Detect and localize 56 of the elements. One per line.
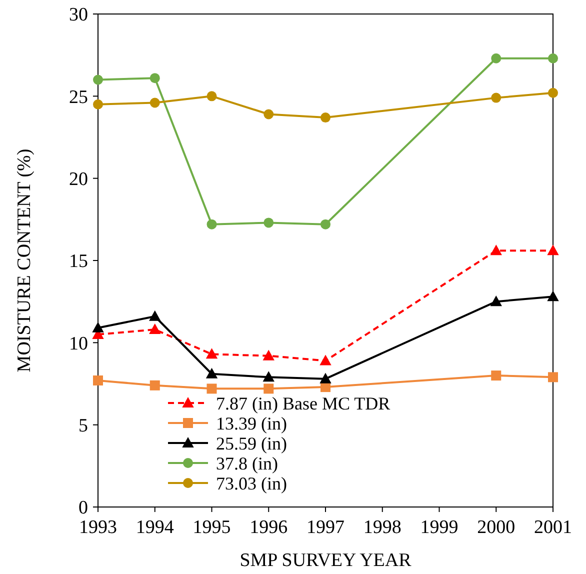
point bbox=[490, 296, 502, 306]
point bbox=[206, 91, 217, 102]
legend-label: 73.03 (in) bbox=[216, 473, 287, 494]
point bbox=[149, 324, 160, 334]
x-axis-title: SMP SURVEY YEAR bbox=[240, 550, 412, 571]
point bbox=[491, 92, 502, 103]
legend-label: 37.8 (in) bbox=[216, 453, 278, 474]
x-tick-label: 1997 bbox=[306, 517, 344, 538]
y-tick-label: 15 bbox=[69, 251, 88, 272]
x-tick-label: 2001 bbox=[534, 517, 572, 538]
y-tick-label: 30 bbox=[69, 4, 88, 26]
point bbox=[206, 348, 218, 359]
point bbox=[320, 355, 331, 366]
point bbox=[264, 384, 274, 394]
point bbox=[491, 53, 502, 64]
y-tick-label: 0 bbox=[78, 498, 88, 519]
point bbox=[548, 372, 558, 382]
point bbox=[150, 380, 160, 390]
legend-label: 13.39 (in) bbox=[216, 413, 287, 434]
y-axis-title: MOISTURE CONTENT (%) bbox=[14, 148, 35, 372]
legend-label: 25.59 (in) bbox=[216, 433, 287, 454]
x-tick-label: 1999 bbox=[420, 517, 458, 538]
point bbox=[320, 373, 331, 384]
point bbox=[548, 88, 558, 98]
point bbox=[206, 384, 217, 394]
y-tick-label: 25 bbox=[69, 86, 88, 108]
point bbox=[264, 218, 274, 228]
y-tick-label: 10 bbox=[69, 333, 88, 354]
point bbox=[92, 322, 104, 332]
point bbox=[206, 219, 217, 230]
point bbox=[263, 350, 274, 360]
y-tick-label: 5 bbox=[78, 415, 88, 436]
x-tick-label: 1993 bbox=[79, 517, 117, 538]
point bbox=[490, 245, 502, 256]
point bbox=[150, 73, 160, 84]
point bbox=[93, 99, 103, 110]
point bbox=[150, 98, 160, 108]
point bbox=[320, 219, 330, 230]
x-tick-label: 2000 bbox=[477, 517, 516, 538]
point bbox=[264, 109, 274, 120]
point bbox=[93, 375, 103, 386]
point bbox=[206, 368, 218, 378]
point bbox=[548, 53, 558, 64]
point bbox=[320, 112, 330, 123]
point bbox=[548, 245, 558, 256]
point bbox=[548, 291, 558, 302]
point bbox=[263, 372, 274, 382]
point bbox=[149, 310, 160, 321]
point bbox=[491, 370, 502, 381]
point bbox=[93, 74, 103, 85]
x-tick-label: 1995 bbox=[192, 517, 231, 538]
legend-label: 7.87 (in) Base MC TDR bbox=[216, 393, 390, 414]
y-tick-label: 20 bbox=[69, 168, 88, 190]
x-tick-label: 1996 bbox=[250, 517, 288, 538]
x-tick-label: 1994 bbox=[136, 517, 174, 538]
x-tick-label: 1998 bbox=[363, 517, 402, 538]
